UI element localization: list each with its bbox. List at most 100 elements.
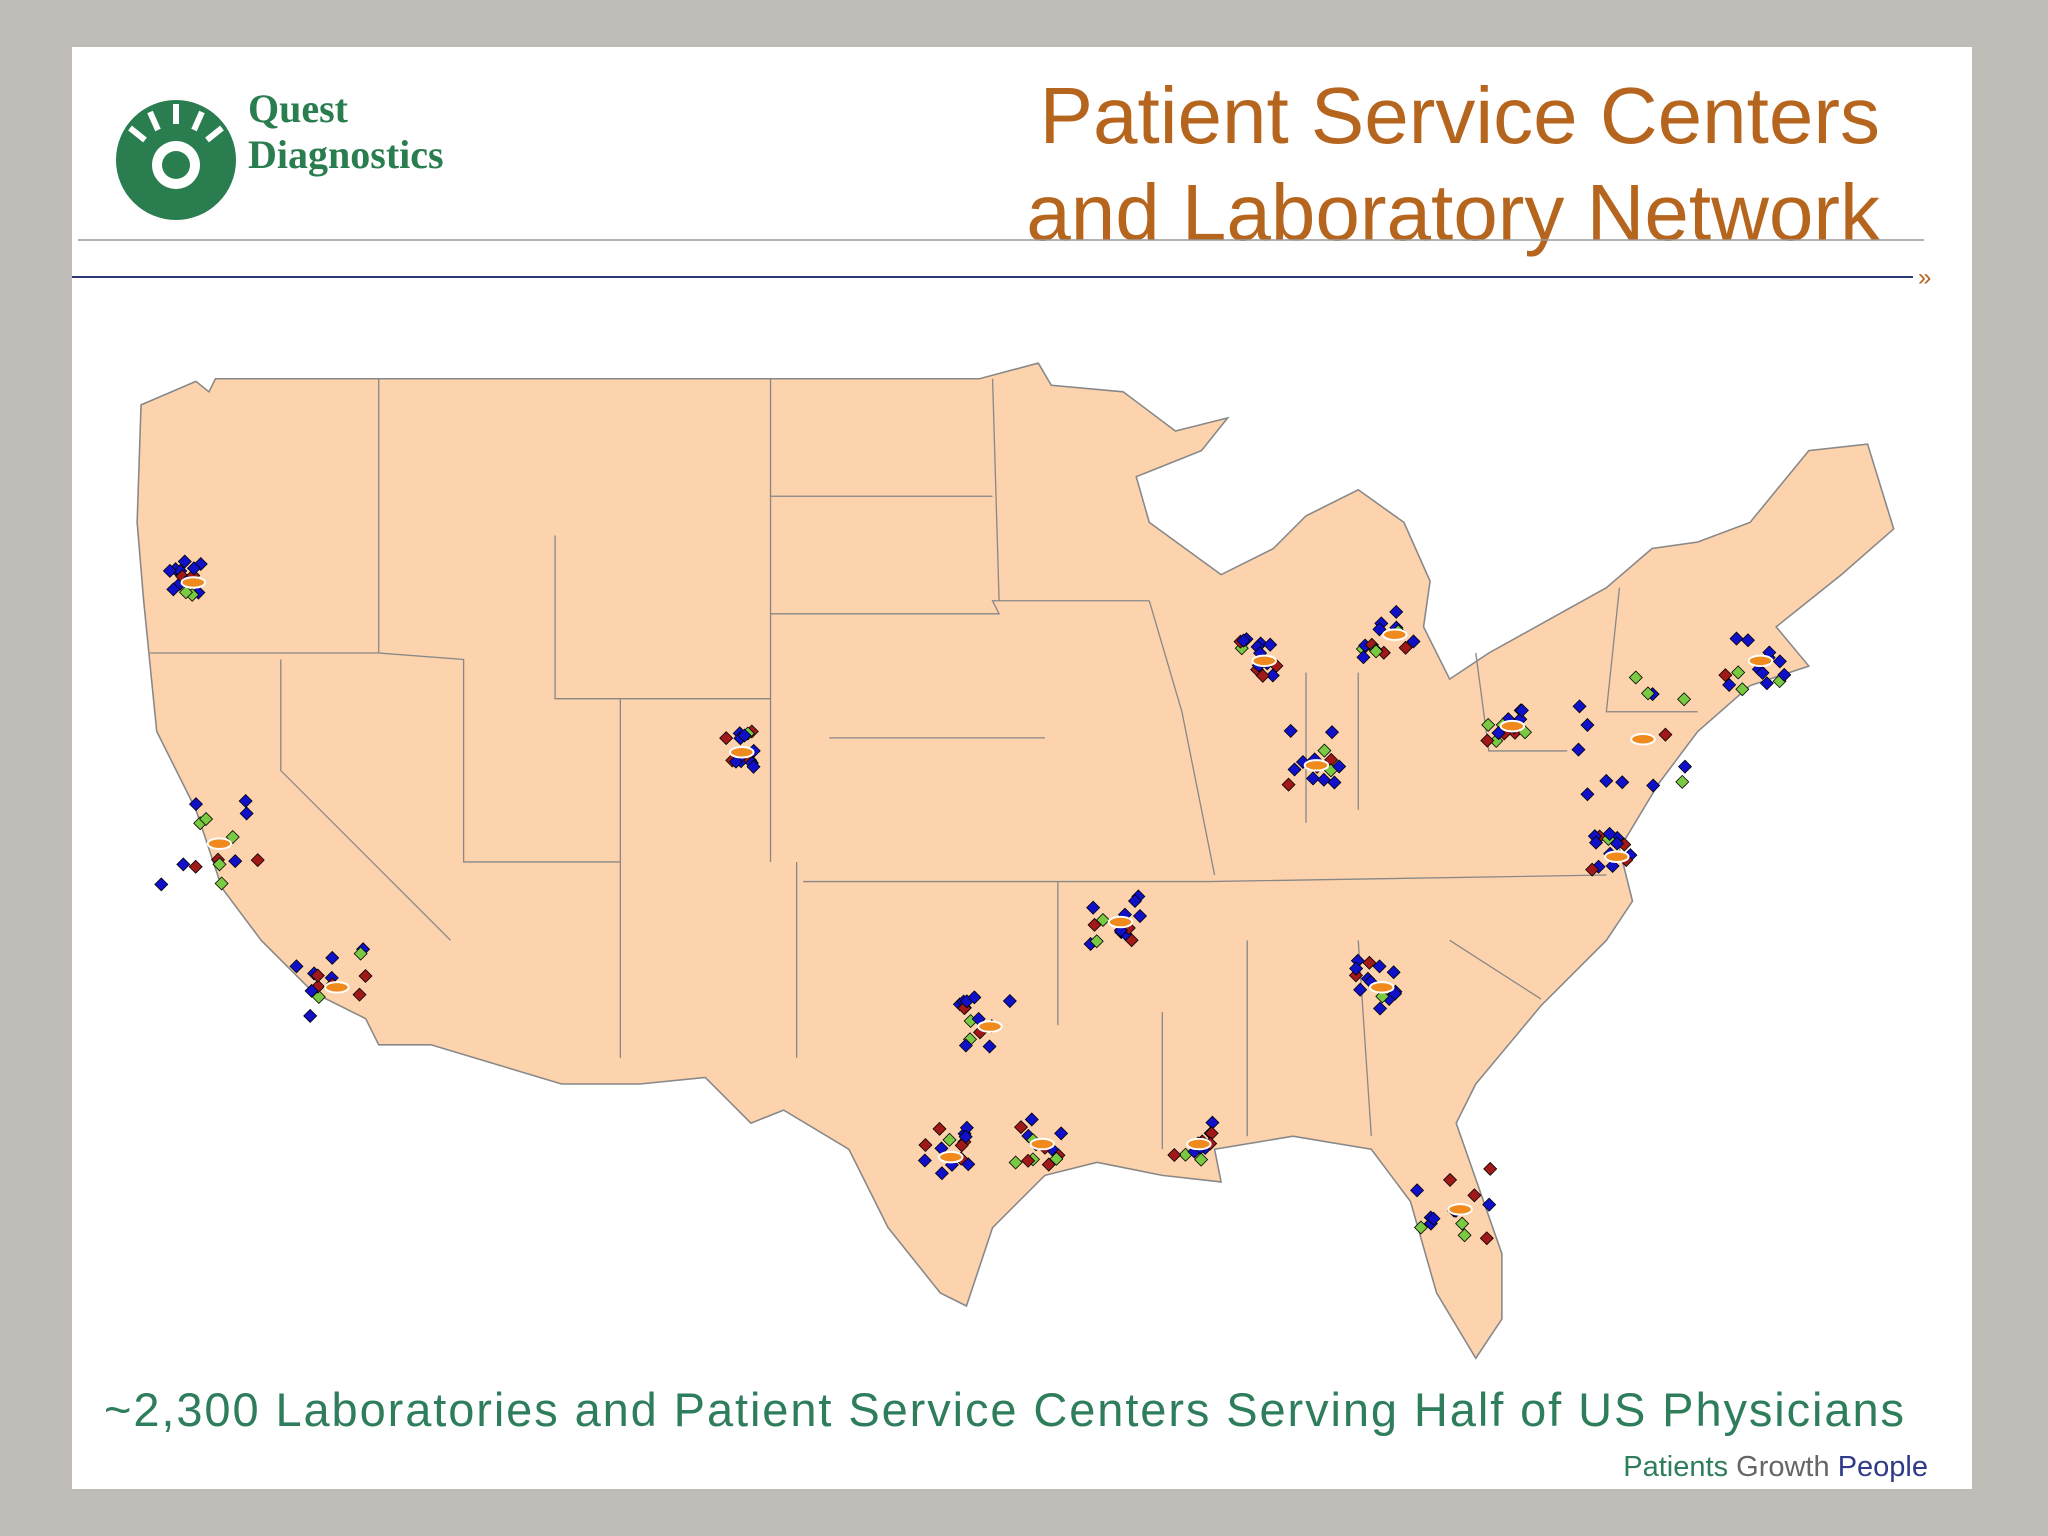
location-dot: [250, 853, 265, 868]
location-dot: [1325, 725, 1340, 740]
location-dot: [1353, 982, 1368, 997]
location-dot: [1609, 836, 1625, 851]
laboratory-icon: [1029, 1137, 1055, 1151]
location-dot: [289, 959, 304, 974]
location-dot: [1413, 1220, 1428, 1235]
location-dot: [214, 876, 229, 891]
location-dot: [353, 946, 368, 961]
location-dot: [358, 968, 373, 983]
location-dot: [1356, 650, 1371, 665]
location-dot: [1718, 668, 1733, 683]
location-dot: [1255, 668, 1270, 683]
location-dot: [1167, 1147, 1182, 1163]
location-dot: [934, 1166, 949, 1181]
location-dot: [1731, 665, 1746, 680]
marker: »: [1918, 264, 1931, 291]
laboratory-icon: [1499, 719, 1526, 733]
location-dot: [1386, 965, 1401, 980]
location-dot: [1054, 1126, 1069, 1141]
location-dot: [1369, 644, 1384, 659]
location-dot: [1087, 917, 1102, 932]
location-dot: [325, 950, 340, 965]
location-dot: [212, 857, 227, 872]
location-dot: [1426, 1211, 1441, 1226]
location-dot: [188, 797, 204, 812]
laboratory-icon: [206, 837, 233, 850]
location-dot: [154, 877, 169, 892]
location-dot: [1572, 699, 1587, 714]
logo-text: Diagnostics: [248, 132, 444, 177]
location-dot: [1089, 934, 1104, 949]
laboratory-icon: [1382, 628, 1408, 641]
laboratory-icon: [1303, 759, 1330, 772]
location-dot: [1658, 727, 1673, 742]
laboratory-icon: [977, 1020, 1003, 1033]
laboratory-icon: [1369, 981, 1395, 994]
location-dot: [1479, 1231, 1494, 1246]
location-dot: [1132, 909, 1148, 924]
location-dot: [1675, 774, 1690, 789]
map-outline: [136, 362, 1895, 1360]
location-dot: [1482, 1197, 1497, 1212]
location-dot: [967, 990, 982, 1005]
laboratory-icon: [1447, 1203, 1473, 1216]
location-dot: [1615, 775, 1630, 790]
location-dot: [1317, 743, 1332, 758]
location-dot: [1236, 633, 1251, 648]
location-dot: [932, 1121, 947, 1136]
location-dot: [1398, 640, 1413, 655]
location-dot: [1372, 959, 1387, 974]
location-dot: [918, 1138, 933, 1153]
location-dot: [1602, 826, 1617, 841]
location-dot: [303, 1008, 318, 1023]
location-dot: [310, 968, 325, 983]
tagline-word: People: [1838, 1451, 1928, 1483]
location-dot: [1729, 631, 1744, 646]
location-dot: [1481, 717, 1496, 732]
laboratory-icon: [180, 576, 207, 589]
location-dot: [1021, 1153, 1036, 1168]
tagline-word: Growth: [1736, 1451, 1829, 1483]
location-dot: [352, 987, 367, 1002]
location-dot: [1455, 1216, 1470, 1231]
location-dot: [1406, 634, 1421, 649]
location-dot: [942, 1132, 957, 1147]
location-dot: [1410, 1183, 1425, 1198]
laboratory-icon: [1604, 850, 1630, 863]
location-dot: [1580, 717, 1595, 732]
location-dot: [1628, 670, 1643, 685]
location-dot: [1086, 900, 1101, 915]
location-dot: [188, 859, 203, 874]
location-dot: [1483, 1161, 1498, 1176]
location-dot: [1585, 862, 1600, 877]
location-dot: [1755, 665, 1770, 680]
location-dot: [1327, 775, 1342, 790]
location-dot: [1722, 677, 1737, 692]
location-dot: [1263, 637, 1278, 652]
location-dot: [1677, 692, 1692, 707]
location-dot: [1204, 1126, 1219, 1141]
location-dot: [1283, 723, 1298, 738]
location-dot: [1740, 633, 1755, 648]
location-dot: [1013, 1120, 1029, 1135]
location-dot: [958, 1129, 973, 1144]
location-dot: [1041, 1157, 1056, 1172]
location-dot: [239, 806, 254, 821]
location-dot: [199, 811, 214, 826]
logo-rays: [128, 104, 224, 143]
location-dot: [1646, 778, 1661, 793]
location-dot: [1777, 667, 1792, 682]
location-dot: [934, 1141, 949, 1156]
location-dot: [1389, 604, 1404, 619]
location-dot: [1443, 1172, 1458, 1187]
location-dot: [228, 854, 243, 869]
title: and Laboratory Network: [1026, 168, 1881, 257]
laboratory-icon: [1186, 1137, 1212, 1151]
location-dot: [1372, 622, 1387, 637]
laboratory-icon: [729, 746, 755, 759]
location-dot: [176, 857, 191, 872]
location-dot: [746, 759, 761, 774]
laboratory-icon: [324, 981, 350, 994]
location-dot: [1571, 742, 1586, 757]
